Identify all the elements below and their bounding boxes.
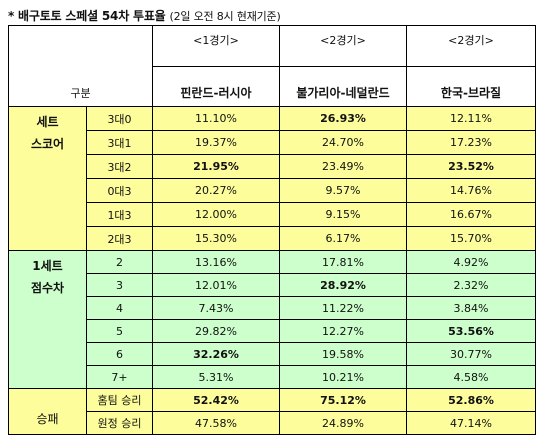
header-match-2: 불가리아-네덜란드 (279, 66, 407, 107)
value-cell-game-3: 23.52% (406, 154, 536, 179)
table-row: 원정 승리 47.58% 24.89% 47.14% (9, 411, 536, 435)
value-cell-game-3: 12.11% (406, 106, 536, 131)
value-cell-game-2: 9.15% (279, 202, 407, 227)
section-label-line2: 점수차 (30, 281, 65, 295)
section-label-line2: 스코어 (30, 137, 65, 151)
row-label: 원정 승리 (86, 411, 153, 435)
value-cell-game-2: 17.81% (279, 250, 407, 274)
value-cell-game-2: 11.22% (279, 296, 407, 320)
value-cell-game-3: 15.70% (406, 226, 536, 251)
value-cell-game-1: 19.37% (152, 130, 280, 155)
value-cell-game-3: 17.23% (406, 130, 536, 155)
header-game-2: <2경기> (279, 25, 407, 67)
value-cell-game-3: 16.67% (406, 202, 536, 227)
section-label-line1: 세트 (36, 115, 59, 129)
section-label-result: 승패 (8, 388, 87, 435)
value-cell-game-1: 15.30% (152, 226, 280, 251)
value-cell-game-2: 28.92% (279, 273, 407, 297)
row-label: 2 (86, 250, 153, 274)
title-subtitle: (2일 오전 8시 현재기준) (169, 10, 281, 23)
value-cell-game-2: 24.70% (279, 130, 407, 155)
value-cell-game-1: 21.95% (152, 154, 280, 179)
table-row: 0대3 20.27% 9.57% 14.76% (9, 178, 536, 203)
value-cell-game-2: 9.57% (279, 178, 407, 203)
section-label-line1: 1세트 (32, 259, 63, 273)
value-cell-game-1: 47.58% (152, 411, 280, 435)
table-row: 2대3 15.30% 6.17% 15.70% (9, 226, 536, 251)
value-cell-game-2: 75.12% (279, 388, 407, 412)
title-text: * 배구토토 스페셜 54차 투표율 (8, 9, 166, 23)
row-label: 3 (86, 273, 153, 297)
header-game-3: <2경기> (406, 25, 536, 67)
table-row: 1대3 12.00% 9.15% 16.67% (9, 202, 536, 227)
row-label: 3대1 (86, 130, 153, 155)
vote-rate-table: 구분 <1경기> <2경기> <2경기> 핀란드-러시아 불가리아-네덜란드 한… (8, 25, 536, 435)
row-label: 3대2 (86, 154, 153, 179)
value-cell-game-1: 11.10% (152, 106, 280, 131)
header-match-1: 핀란드-러시아 (152, 66, 280, 107)
value-cell-game-3: 2.32% (406, 273, 536, 297)
header-game-1: <1경기> (152, 25, 280, 67)
value-cell-game-1: 20.27% (152, 178, 280, 203)
value-cell-game-1: 12.00% (152, 202, 280, 227)
value-cell-game-1: 52.42% (152, 388, 280, 412)
table-row: 승패 홈팀 승리 52.42% 75.12% 52.86% (8, 388, 536, 435)
value-cell-game-2: 19.58% (279, 342, 407, 366)
value-cell-game-2: 23.49% (279, 154, 407, 179)
table-row: 1세트 점수차 2 13.16% 17.81% 4.92% (8, 250, 536, 389)
row-label: 0대3 (86, 178, 153, 203)
row-label: 1대3 (86, 202, 153, 227)
value-cell-game-2: 26.93% (279, 106, 407, 131)
row-label: 7+ (86, 365, 153, 389)
row-label: 홈팀 승리 (86, 388, 153, 412)
value-cell-game-3: 4.58% (406, 365, 536, 389)
value-cell-game-1: 13.16% (152, 250, 280, 274)
header-gubun: 구분 (8, 25, 153, 107)
table-row: 3대2 21.95% 23.49% 23.52% (9, 154, 536, 179)
table-row: 3 12.01% 28.92% 2.32% (9, 273, 536, 297)
value-cell-game-3: 53.56% (406, 319, 536, 343)
table-row: 6 32.26% 19.58% 30.77% (9, 342, 536, 366)
row-label: 4 (86, 296, 153, 320)
table-row: 7+ 5.31% 10.21% 4.58% (9, 365, 536, 389)
page-title: * 배구토토 스페셜 54차 투표율 (2일 오전 8시 현재기준) (8, 7, 281, 24)
value-cell-game-2: 10.21% (279, 365, 407, 389)
value-cell-game-2: 24.89% (279, 411, 407, 435)
table-row: 3대1 19.37% 24.70% 17.23% (9, 130, 536, 155)
row-label: 6 (86, 342, 153, 366)
value-cell-game-1: 7.43% (152, 296, 280, 320)
row-label: 3대0 (86, 106, 153, 131)
row-label: 5 (86, 319, 153, 343)
table-row: 4 7.43% 11.22% 3.84% (9, 296, 536, 320)
value-cell-game-3: 52.86% (406, 388, 536, 412)
value-cell-game-3: 47.14% (406, 411, 536, 435)
table-row: 5 29.82% 12.27% 53.56% (9, 319, 536, 343)
value-cell-game-1: 5.31% (152, 365, 280, 389)
row-label: 2대3 (86, 226, 153, 251)
table-row: 세트 스코어 3대0 11.10% 26.93% 12.11% (8, 106, 536, 251)
value-cell-game-1: 29.82% (152, 319, 280, 343)
value-cell-game-3: 14.76% (406, 178, 536, 203)
header-match-3: 한국-브라질 (406, 66, 536, 107)
value-cell-game-1: 12.01% (152, 273, 280, 297)
value-cell-game-2: 6.17% (279, 226, 407, 251)
value-cell-game-3: 3.84% (406, 296, 536, 320)
value-cell-game-2: 12.27% (279, 319, 407, 343)
value-cell-game-1: 32.26% (152, 342, 280, 366)
value-cell-game-3: 30.77% (406, 342, 536, 366)
value-cell-game-3: 4.92% (406, 250, 536, 274)
